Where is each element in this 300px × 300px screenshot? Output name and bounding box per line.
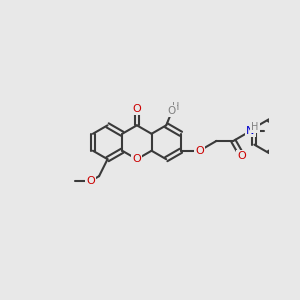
Text: O: O — [133, 104, 141, 114]
Text: O: O — [238, 151, 246, 160]
Text: H: H — [172, 102, 179, 112]
Text: O: O — [133, 154, 141, 164]
Text: O: O — [167, 106, 176, 116]
Text: H: H — [251, 122, 259, 132]
Text: O: O — [86, 176, 95, 186]
Text: N: N — [246, 126, 254, 136]
Text: O: O — [195, 146, 204, 156]
